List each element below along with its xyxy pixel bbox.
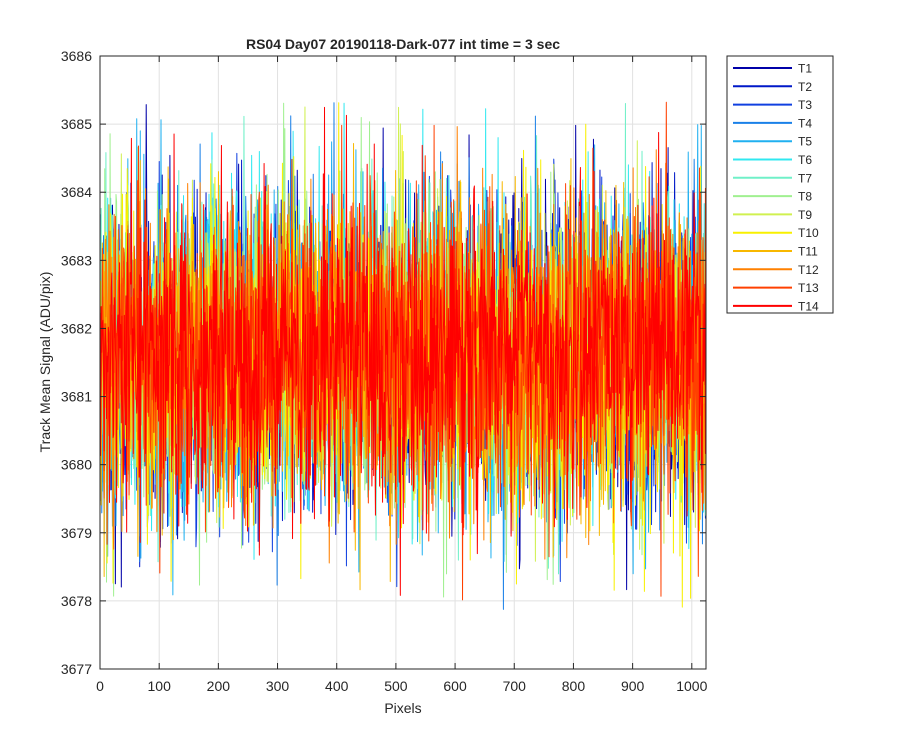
legend: T1 T2 T3 T4 T5 T6 T7 T8 T9 T10 T11 T12 T13 T14	[726, 55, 834, 314]
x-tick-label: 600	[443, 678, 467, 694]
legend-label: T7	[798, 171, 812, 185]
legend-label: T4	[798, 116, 812, 130]
series-layer	[99, 101, 707, 610]
legend-label: T8	[798, 190, 812, 204]
x-tick-label: 0	[96, 678, 104, 694]
legend-label: T2	[798, 80, 812, 94]
y-tick-label: 3684	[61, 184, 92, 200]
x-tick-label: 200	[207, 678, 231, 694]
x-tick-label: 400	[325, 678, 349, 694]
x-tick-label: 100	[148, 678, 172, 694]
legend-label: T3	[798, 98, 812, 112]
x-tick-label: 800	[562, 678, 586, 694]
legend-label: T9	[798, 208, 812, 222]
y-tick-label: 3683	[61, 252, 92, 268]
y-tick-label: 3679	[61, 525, 92, 541]
plot-frame	[99, 55, 707, 670]
y-tick-label: 3682	[61, 320, 92, 336]
x-tick-label: 300	[266, 678, 290, 694]
legend-label: T1	[798, 62, 812, 76]
y-tick-label: 3685	[61, 116, 92, 132]
y-tick-label: 3680	[61, 457, 92, 473]
x-tick-label: 700	[503, 678, 527, 694]
legend-label: T11	[798, 245, 818, 259]
ticks-layer: 0 100 200 300 400 500 600 700 800 900 1000 3677 3678…	[61, 48, 708, 694]
x-tick-label: 1000	[676, 678, 707, 694]
legend-label: T13	[798, 281, 819, 295]
legend-label: T5	[798, 135, 812, 149]
chart-title: RS04 Day07 20190118-Dark-077 int time = …	[246, 36, 560, 52]
legend-label: T6	[798, 153, 812, 167]
x-axis-label: Pixels	[384, 700, 421, 716]
y-tick-label: 3681	[61, 389, 92, 405]
legend-label: T12	[798, 263, 819, 277]
x-tick-label: 500	[384, 678, 408, 694]
series-line-t14	[99, 106, 707, 596]
legend-label: T10	[798, 226, 819, 240]
y-tick-label: 3678	[61, 593, 92, 609]
legend-label: T14	[798, 299, 819, 313]
y-tick-label: 3677	[61, 661, 92, 677]
x-tick-label: 900	[621, 678, 645, 694]
y-axis-label: Track Mean Signal (ADU/pix)	[37, 272, 53, 453]
y-tick-label: 3686	[61, 48, 92, 64]
